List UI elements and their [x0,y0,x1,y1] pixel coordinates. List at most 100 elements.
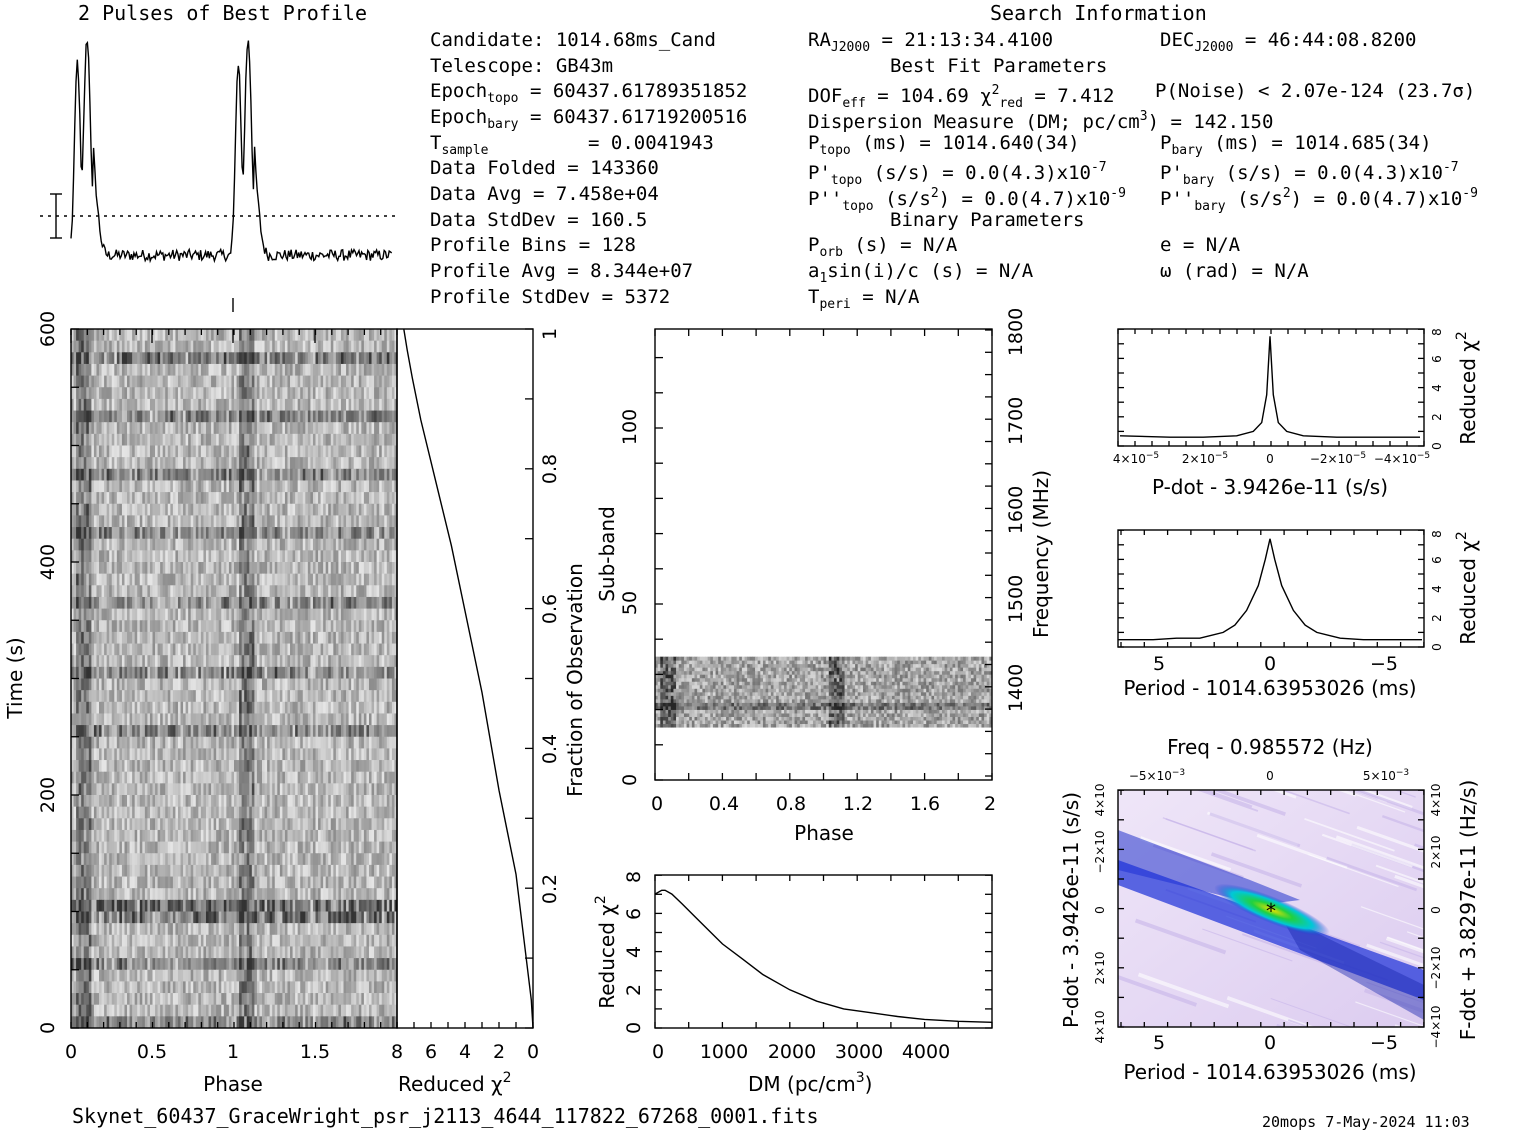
time-phase-cell [244,410,248,423]
time-phase-cell [76,538,80,551]
time-phase-cell [241,492,245,505]
time-phase-cell [381,433,385,446]
time-phase-cell [157,748,161,761]
time-phase-cell [213,736,217,749]
time-phase-cell [366,678,370,691]
time-phase-cell [81,445,85,458]
time-phase-cell [335,387,339,400]
time-phase-cell [310,643,314,656]
time-phase-cell [264,736,268,749]
time-phase-cell [371,666,375,679]
time-phase-cell [287,352,291,365]
time-phase-cell [190,620,194,633]
time-phase-cell [307,457,311,470]
time-phase-cell [292,527,296,540]
time-phase-cell [254,701,258,714]
time-phase-cell [147,398,151,411]
time-phase-cell [167,375,171,388]
time-phase-cell [86,562,90,575]
time-phase-cell [96,760,100,773]
time-phase-cell [310,690,314,703]
time-phase-cell [340,387,344,400]
time-phase-cell [282,562,286,575]
time-phase-cell [134,608,138,621]
time-phase-cell [203,562,207,575]
time-phase-cell [165,725,169,738]
time-phase-cell [149,655,153,668]
time-phase-cell [307,492,311,505]
time-phase-cell [292,492,296,505]
time-phase-cell [132,457,136,470]
time-phase-cell [249,445,253,458]
time-phase-cell [274,631,278,644]
time-phase-cell [111,445,115,458]
time-phase-cell [203,620,207,633]
time-phase-cell [259,562,263,575]
time-phase-cell [384,678,388,691]
time-phase-cell [394,701,398,714]
time-phase-cell [116,596,120,609]
time-phase-cell [211,538,215,551]
time-phase-cell [259,713,263,726]
time-phase-cell [111,701,115,714]
time-phase-cell [328,340,332,353]
time-phase-cell [104,678,108,691]
time-phase-cell [234,562,237,575]
time-phase-cell [213,329,217,342]
time-phase-cell [264,398,268,411]
time-phase-cell [71,550,74,563]
time-phase-cell [195,655,199,668]
time-phase-cell [129,550,133,563]
time-phase-cell [272,585,276,598]
best-fit-title: Best Fit Parameters [890,55,1108,77]
time-phase-cell [358,631,362,644]
time-phase-cell [142,725,146,738]
time-phase-cell [389,422,393,435]
time-phase-cell [167,329,171,342]
time-phase-cell [351,398,355,411]
time-phase-cell [269,713,273,726]
time-phase-cell [157,387,161,400]
time-phase-cell [363,538,367,551]
time-phase-cell [353,690,357,703]
time-phase-cell [160,550,164,563]
time-phase-cell [307,573,311,586]
time-phase-cell [81,562,85,575]
time-phase-cell [353,643,357,656]
time-phase-cell [152,690,156,703]
time-phase-cell [223,620,227,633]
time-phase-cell [315,713,319,726]
time-phase-cell [251,596,255,609]
time-phase-cell [93,445,97,458]
time-phase-cell [129,503,133,516]
time-phase-cell [315,329,319,342]
time-phase-cell [231,631,235,644]
time-phase-cell [93,457,97,470]
time-phase-cell [287,527,291,540]
time-phase-cell [363,468,367,481]
time-phase-cell [203,736,207,749]
time-phase-cell [193,701,197,714]
time-phase-cell [351,375,355,388]
time-phase-cell [119,713,123,726]
time-phase-cell [300,550,304,563]
time-phase-cell [379,329,383,342]
time-phase-cell [129,690,133,703]
time-phase-cell [371,422,375,435]
time-phase-cell [119,666,123,679]
time-phase-cell [274,643,278,656]
time-phase-cell [213,352,217,365]
time-phase-cell [160,352,164,365]
time-phase-cell [325,736,329,749]
time-phase-cell [188,562,192,575]
time-phase-cell [323,760,327,773]
time-phase-cell [340,573,344,586]
time-phase-cell [292,608,296,621]
time-phase-cell [353,562,357,575]
time-phase-cell [86,480,90,493]
time-phase-cell [111,375,115,388]
time-phase-cell [394,480,398,493]
time-phase-cell [290,445,293,458]
time-phase-cell [198,596,202,609]
time-phase-cell [363,480,367,493]
